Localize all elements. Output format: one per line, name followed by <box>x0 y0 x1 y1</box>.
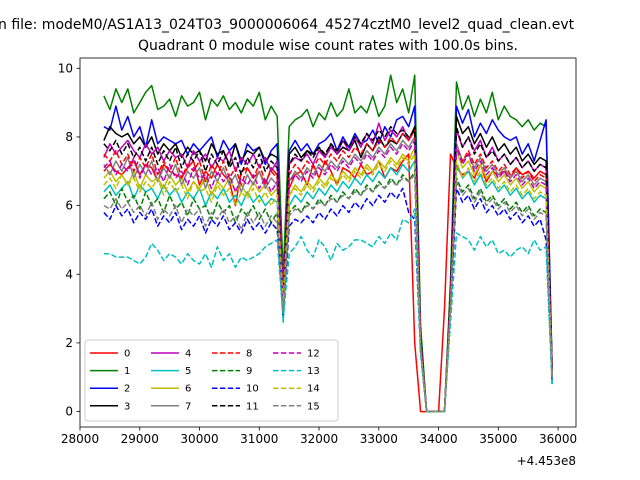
legend-label-12: 12 <box>307 349 320 360</box>
y-tick-label: 2 <box>65 336 73 350</box>
x-tick-label: 29000 <box>121 432 159 446</box>
legend-frame <box>84 339 339 422</box>
series-line-10 <box>103 187 553 413</box>
series-line-5 <box>103 160 553 413</box>
legend-label-13: 13 <box>307 366 320 377</box>
series-line-9 <box>103 170 553 413</box>
legend-label-1: 1 <box>124 366 130 377</box>
legend-label-3: 3 <box>124 401 130 412</box>
x-tick-label: 32000 <box>300 432 338 446</box>
legend-label-4: 4 <box>185 349 191 360</box>
legend-label-5: 5 <box>185 366 191 377</box>
series-line-2 <box>103 105 553 413</box>
series-line-1 <box>103 74 553 413</box>
legend-label-10: 10 <box>246 384 259 395</box>
x-tick-label: 34000 <box>419 432 457 446</box>
legend-label-0: 0 <box>124 349 130 360</box>
legend-label-14: 14 <box>307 384 320 395</box>
figure-suptitle: n file: modeM0/AS1A13_024T03_9000006064_… <box>0 17 575 33</box>
x-tick-label: 28000 <box>61 432 99 446</box>
series-line-12 <box>103 139 553 413</box>
series-line-8 <box>103 129 553 413</box>
legend-label-6: 6 <box>185 384 191 395</box>
x-tick-label: 36000 <box>539 432 577 446</box>
legend-label-8: 8 <box>246 349 252 360</box>
plot-area: 28000 29000 30000 31000 32000 33000 34000 35000… <box>58 57 577 446</box>
x-tick-label: 33000 <box>360 432 398 446</box>
legend-label-11: 11 <box>246 401 259 412</box>
series-line-3 <box>103 115 553 413</box>
x-tick-label: 30000 <box>180 432 218 446</box>
x-tick-label: 31000 <box>240 432 278 446</box>
x-tick-label: 35000 <box>479 432 517 446</box>
x-offset-label: +4.453e8 <box>517 454 576 468</box>
legend-label-9: 9 <box>246 366 252 377</box>
legend-label-7: 7 <box>185 401 191 412</box>
axes-frame <box>79 57 577 428</box>
y-tick-label: 0 <box>65 405 73 419</box>
chart-title: Quadrant 0 module wise count rates with … <box>138 38 518 54</box>
y-tick-label: 6 <box>65 199 73 213</box>
y-tick-label: 10 <box>58 61 73 75</box>
legend-label-15: 15 <box>307 401 320 412</box>
series-line-13 <box>103 208 553 413</box>
legend-label-2: 2 <box>124 384 130 395</box>
series-line-11 <box>103 125 553 413</box>
y-tick-label: 8 <box>65 130 73 144</box>
series-line-6 <box>103 146 553 413</box>
series-line-14 <box>103 153 553 413</box>
y-tick-label: 4 <box>65 267 73 281</box>
